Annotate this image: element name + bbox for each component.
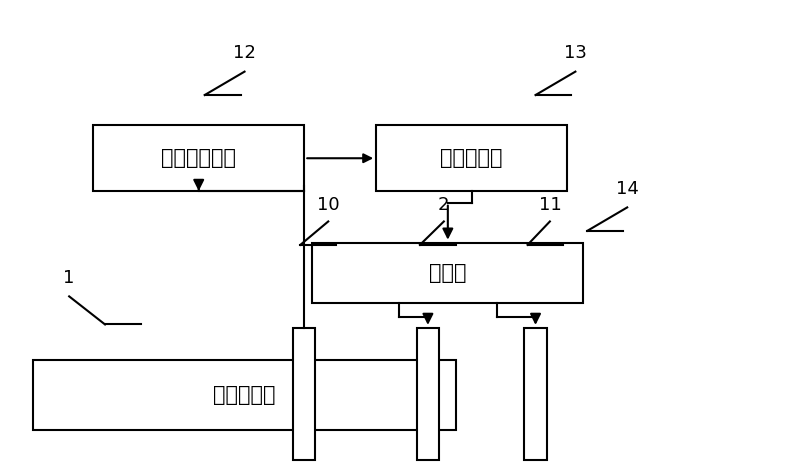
Text: 2: 2: [438, 196, 450, 214]
Text: 14: 14: [616, 180, 638, 198]
Text: 13: 13: [564, 44, 587, 62]
Text: 1: 1: [63, 269, 75, 287]
Text: 11: 11: [538, 196, 562, 214]
Text: 10: 10: [317, 196, 339, 214]
Text: 信号处理器: 信号处理器: [441, 148, 503, 168]
Bar: [524, 328, 546, 460]
Text: 12: 12: [233, 44, 256, 62]
Text: 大规格管件: 大规格管件: [214, 385, 276, 405]
Bar: [376, 125, 567, 191]
Bar: [93, 125, 304, 191]
Bar: [34, 359, 456, 430]
Text: 剩余磁场信号: 剩余磁场信号: [162, 148, 236, 168]
Bar: [293, 328, 315, 460]
Bar: [312, 243, 583, 303]
Text: 控制器: 控制器: [429, 263, 466, 283]
Bar: [417, 328, 439, 460]
